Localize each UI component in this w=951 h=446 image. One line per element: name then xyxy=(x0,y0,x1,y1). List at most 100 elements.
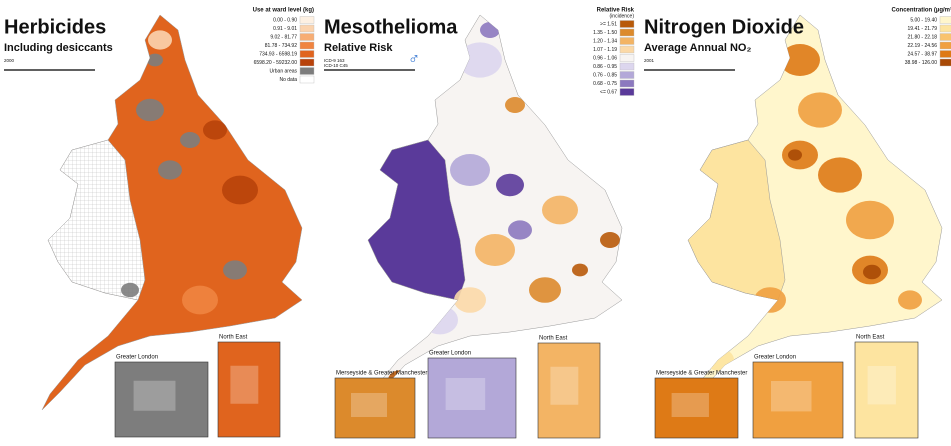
map-region xyxy=(158,160,182,180)
map-texture xyxy=(388,22,620,390)
map-region xyxy=(480,22,500,38)
legend-label: 5.00 - 19.40 xyxy=(910,17,937,23)
note: 2000 xyxy=(4,58,15,63)
wales xyxy=(367,139,466,301)
legend-label: 0.96 - 1.06 xyxy=(593,55,617,61)
legend-label: 0.68 - 0.75 xyxy=(593,81,617,87)
legend-swatch xyxy=(619,71,635,79)
inset-map xyxy=(427,357,517,439)
legend-swatch xyxy=(299,67,315,75)
map-region xyxy=(64,317,96,343)
map-region xyxy=(716,288,744,312)
map-region xyxy=(136,98,164,122)
inset-texture xyxy=(445,378,486,410)
inset-label: North East xyxy=(856,335,885,341)
inset-map xyxy=(752,361,844,439)
legend-label: 0.91 - 9.01 xyxy=(273,26,297,32)
map-region xyxy=(422,305,458,335)
note: ICD-10 C45 xyxy=(324,63,348,68)
legend-label: 22.19 - 24.56 xyxy=(908,43,938,49)
legend-swatch xyxy=(619,20,635,28)
legend-swatch xyxy=(619,54,635,62)
legend-swatch xyxy=(939,24,951,33)
map-region xyxy=(572,263,588,277)
legend-label: >= 1.51 xyxy=(600,21,617,27)
legend-swatch xyxy=(299,24,315,33)
panel-subtitle: Including desiccants xyxy=(4,42,113,54)
legend-label: 9.02 - 81.77 xyxy=(270,34,297,40)
panel: Nitrogen Dioxide Average Annual NO₂ 2001 Co… xyxy=(644,7,951,439)
legend-swatch xyxy=(939,41,951,50)
note: ICD-9 163 xyxy=(324,58,345,63)
inset-texture xyxy=(771,381,812,412)
map-region xyxy=(754,287,786,313)
map-region xyxy=(203,120,227,140)
legend-label: 0.76 - 0.85 xyxy=(593,72,617,78)
note: 2001 xyxy=(644,58,655,63)
legend-label: 19.41 - 21.79 xyxy=(908,26,938,32)
legend-swatch xyxy=(619,88,635,96)
inset-texture xyxy=(867,366,896,405)
legend-label: 1.07 - 1.19 xyxy=(593,47,617,53)
map-region xyxy=(180,132,200,148)
legend-label: No data xyxy=(279,77,297,83)
legend-swatch xyxy=(619,45,635,54)
map-region xyxy=(863,264,881,280)
map-region xyxy=(846,200,894,240)
map-region xyxy=(458,42,502,78)
inset-label: Greater London xyxy=(754,355,796,361)
legend-swatch xyxy=(619,37,635,45)
map-region xyxy=(508,220,532,240)
legend-swatch xyxy=(299,50,315,58)
legend-title: Use at ward level (kg) xyxy=(253,8,314,14)
inset-label: Merseyside & Greater Manchester xyxy=(336,371,427,377)
wales xyxy=(687,139,786,301)
legend-swatch xyxy=(939,50,951,58)
map-region xyxy=(182,285,218,315)
inset-map xyxy=(654,377,739,439)
inset-label: North East xyxy=(219,335,248,341)
legend-swatch xyxy=(619,28,635,37)
legend-swatch xyxy=(939,16,951,24)
legend-label: 734.93 - 6598.19 xyxy=(259,51,297,57)
inset-texture xyxy=(550,366,579,405)
panel-title: Herbicides xyxy=(4,16,106,38)
inset-map xyxy=(334,377,416,439)
map-region xyxy=(600,232,620,248)
map-region xyxy=(454,287,486,313)
legend-label: 81.78 - 734.92 xyxy=(265,43,297,49)
map-region xyxy=(788,149,802,161)
legend-swatch xyxy=(619,62,635,71)
map-region xyxy=(529,277,561,303)
map-region xyxy=(780,44,820,76)
legend-label: Urban areas xyxy=(269,68,297,74)
panel-subtitle: Relative Risk xyxy=(324,42,393,54)
legend-swatch xyxy=(299,16,315,24)
panel-title: Nitrogen Dioxide xyxy=(644,16,804,38)
legend-label: 24.57 - 38.97 xyxy=(908,51,938,57)
map-region xyxy=(496,173,524,197)
map-region xyxy=(147,53,163,67)
panel-subtitle: Average Annual NO₂ xyxy=(644,42,751,54)
legend-label: 1.20 - 1.34 xyxy=(593,38,617,44)
legend-label: 6598.20 - 59232.00 xyxy=(254,60,298,66)
panel: Mesothelioma Relative Risk ♂ ICD-9 163ICD-1… xyxy=(324,8,635,439)
legend-title: Concentration (µg/m³) xyxy=(892,7,951,14)
legend-swatch xyxy=(299,33,315,41)
legend-swatch xyxy=(939,58,951,67)
map-region xyxy=(223,260,247,280)
inset-texture xyxy=(351,393,387,417)
panel: Herbicides Including desiccants 2000 Use at… xyxy=(4,8,315,438)
map-region xyxy=(222,175,258,205)
map-region xyxy=(148,30,172,50)
legend-swatch xyxy=(299,41,315,50)
inset-label: Merseyside & Greater Manchester xyxy=(656,371,747,377)
inset-label: Greater London xyxy=(429,351,471,357)
map-region xyxy=(505,97,525,113)
inset-label: Greater London xyxy=(116,355,158,361)
panel-title: Mesothelioma xyxy=(324,16,458,38)
map-region xyxy=(542,195,578,225)
sex-symbol: ♂ xyxy=(408,51,420,68)
map-region xyxy=(706,348,734,372)
